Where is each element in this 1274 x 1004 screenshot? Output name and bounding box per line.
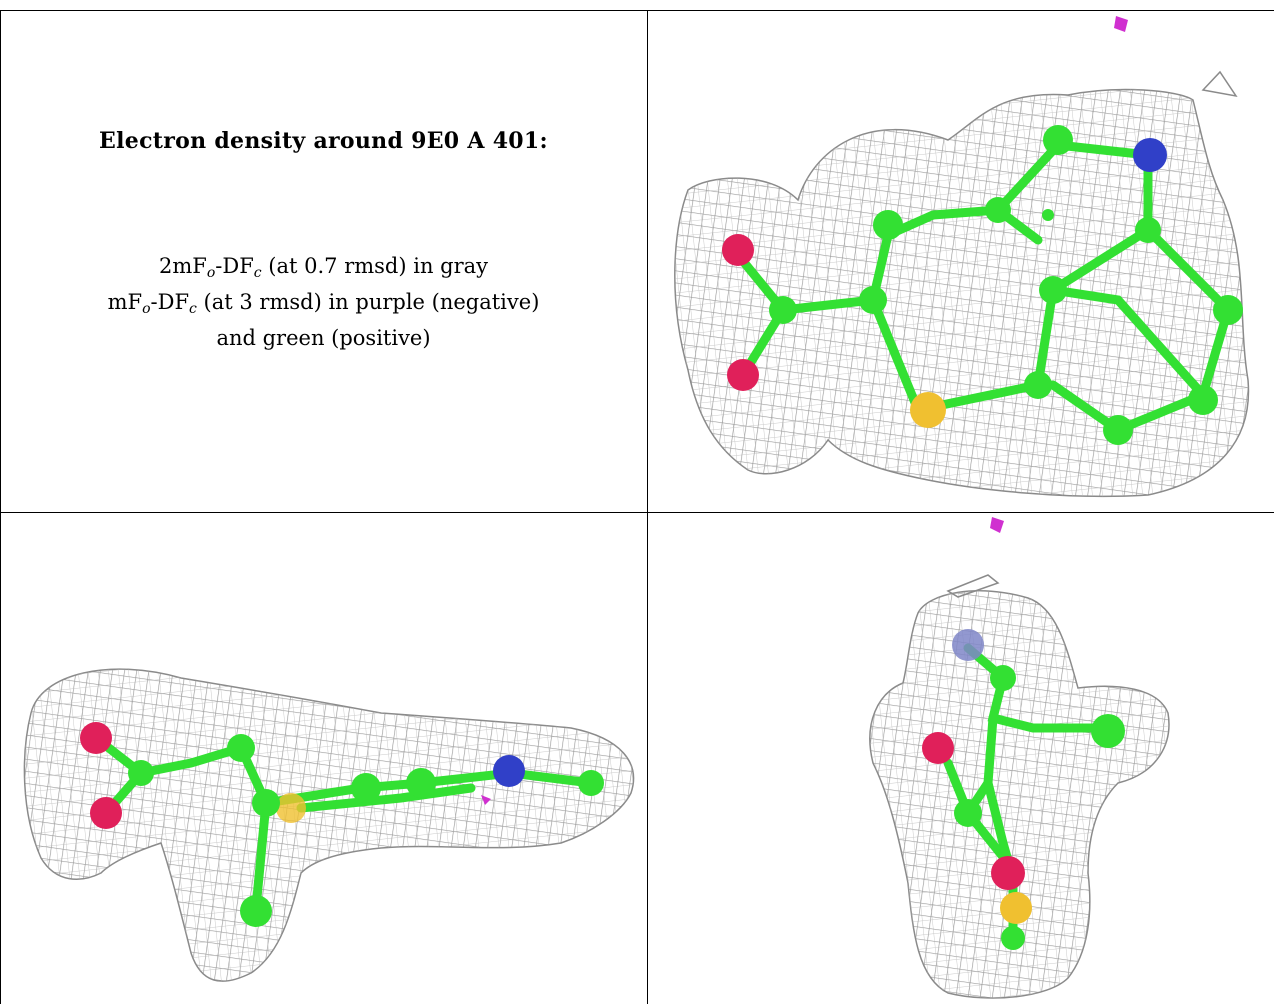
carbon-atom	[351, 773, 381, 803]
density-view-side-svg	[23, 668, 635, 982]
mesh-fragment	[946, 574, 1000, 598]
caption-cell: Electron density around 9E0 A 401: 2mFo-…	[0, 0, 647, 500]
carbon-atom	[406, 768, 436, 798]
carbon-atom	[240, 895, 272, 927]
sulfur-atom	[276, 793, 306, 823]
carbon-atom	[128, 760, 154, 786]
carbon-atom	[1001, 926, 1025, 950]
carbon-atom	[769, 296, 797, 324]
legend-subscript: c	[253, 265, 262, 281]
oxygen-atom	[727, 359, 759, 391]
oxygen-atom	[90, 797, 122, 829]
legend-line-colors: and green (positive)	[216, 326, 431, 350]
oxygen-atom	[922, 732, 954, 764]
sulfur-atom	[1000, 892, 1032, 924]
density-view-end-svg	[869, 517, 1170, 999]
carbon-atom	[1091, 714, 1125, 748]
legend-subscript: o	[206, 265, 216, 281]
negative-density-blob	[990, 517, 1004, 533]
ligand-atoms-side	[80, 722, 604, 927]
caption-title: Electron density around 9E0 A 401:	[99, 128, 548, 154]
border-middle-vertical	[647, 10, 648, 1004]
carbon-atom	[873, 210, 903, 240]
carbon-atom	[1103, 415, 1133, 445]
mesh-2fofc-end	[869, 590, 1170, 999]
sulfur-atom	[910, 392, 946, 428]
carbon-atom	[227, 734, 255, 762]
border-left	[0, 10, 1, 1004]
legend-text: -DF	[215, 254, 254, 278]
density-view-front-svg	[674, 16, 1250, 498]
density-view-front	[648, 0, 1274, 512]
carbon-atom	[990, 665, 1016, 691]
carbon-atom	[859, 286, 887, 314]
legend-text: (at 3 rmsd) in purple (negative)	[196, 290, 540, 314]
negative-density-blob	[1114, 16, 1128, 32]
nitrogen-atom	[493, 755, 525, 787]
carbon-atom	[1043, 125, 1073, 155]
nitrogen-atom	[1133, 138, 1167, 172]
border-middle-horizontal	[0, 512, 1274, 513]
oxygen-atom	[80, 722, 112, 754]
nitrogen-atom	[952, 629, 984, 661]
ligand-atoms-end	[922, 629, 1125, 950]
positive-density-blob	[1042, 209, 1054, 221]
mesh-2fofc-side	[23, 668, 635, 982]
border-top	[0, 10, 1274, 11]
carbon-atom	[252, 789, 280, 817]
carbon-atom	[1135, 217, 1161, 243]
legend-text: (at 0.7 rmsd) in gray	[261, 254, 489, 278]
legend-line-fo-fc: mFo-DFc (at 3 rmsd) in purple (negative)	[0, 284, 647, 320]
mesh-2fofc-front	[674, 88, 1250, 498]
carbon-atom	[985, 197, 1011, 223]
legend-text: -DF	[150, 290, 190, 314]
legend-subscript: o	[142, 301, 151, 317]
caption-legend: 2mFo-DFc (at 0.7 rmsd) in gray mFo-DFc (…	[0, 248, 647, 356]
carbon-atom	[1039, 276, 1067, 304]
density-view-end	[648, 513, 1274, 1004]
legend-subscript: c	[189, 301, 197, 317]
carbon-atom	[1213, 295, 1243, 325]
carbon-atom	[1024, 371, 1052, 399]
oxygen-atom	[991, 856, 1025, 890]
density-view-side	[1, 513, 647, 1004]
legend-text: 2mF	[158, 254, 207, 278]
carbon-atom	[1188, 385, 1218, 415]
oxygen-atom	[722, 234, 754, 266]
negative-density-blob	[481, 795, 491, 805]
ligand-atoms-front	[722, 125, 1243, 445]
legend-line-2fo-fc: 2mFo-DFc (at 0.7 rmsd) in gray	[0, 248, 647, 284]
carbon-atom	[954, 799, 982, 827]
mesh-fragment	[1201, 70, 1238, 98]
carbon-atom	[578, 770, 604, 796]
legend-text: mF	[107, 290, 143, 314]
